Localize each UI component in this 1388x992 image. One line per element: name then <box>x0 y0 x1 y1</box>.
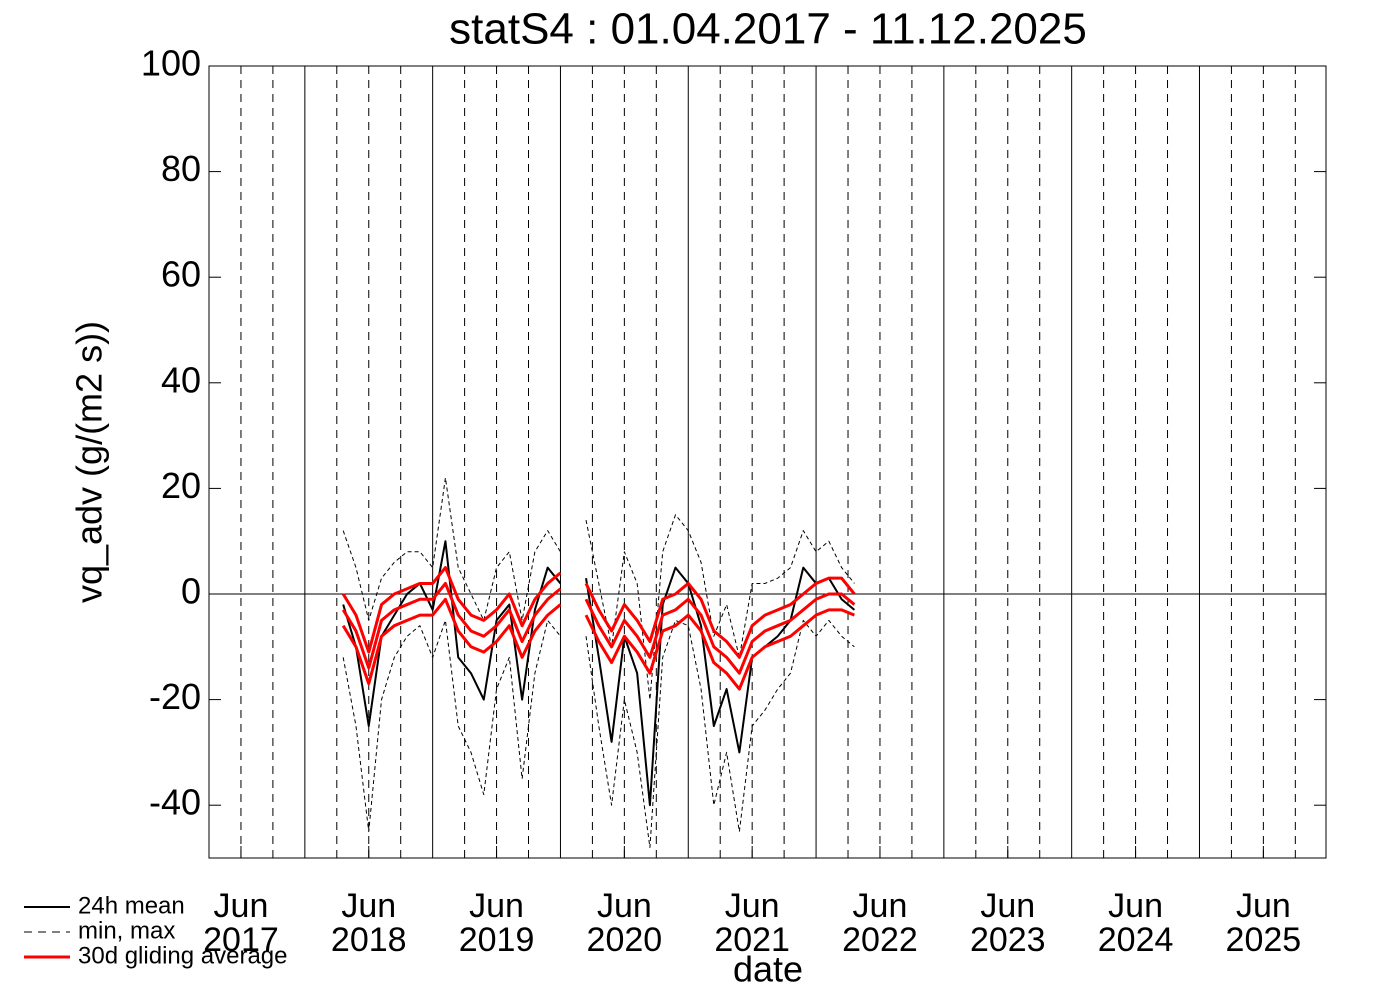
series-line <box>341 597 562 686</box>
series-line <box>584 576 856 659</box>
y-tick-label: 40 <box>161 359 201 400</box>
x-tick-label: 2023 <box>970 921 1046 959</box>
series-line <box>585 619 855 848</box>
legend-label: min, max <box>78 917 175 944</box>
series-line <box>585 566 856 807</box>
x-tick-label: Jun <box>980 887 1035 925</box>
x-tick-label: Jun <box>341 887 396 925</box>
x-tick-label: Jun <box>597 887 652 925</box>
series-line <box>341 566 562 654</box>
x-tick-label: Jun <box>1236 887 1291 925</box>
x-tick-label: Jun <box>725 887 780 925</box>
y-tick-label: -40 <box>149 782 201 823</box>
series-line <box>342 477 561 621</box>
x-tick-label: 2021 <box>714 921 790 959</box>
y-tick-label: 20 <box>161 465 201 506</box>
y-tick-label: 60 <box>161 254 201 295</box>
series-line <box>342 619 561 833</box>
series-line <box>585 514 855 701</box>
x-tick-label: 2022 <box>842 921 918 959</box>
series-line <box>584 608 855 691</box>
x-tick-label: Jun <box>853 887 908 925</box>
plot-frame <box>208 65 1327 859</box>
x-tick-label: 2017 <box>203 921 279 959</box>
legend-label: 24h mean <box>78 892 185 919</box>
x-tick-label: 2020 <box>587 921 663 959</box>
series-line <box>342 540 562 727</box>
y-tick-label: 80 <box>161 148 201 189</box>
x-tick-label: 2025 <box>1226 921 1302 959</box>
x-tick-label: Jun <box>469 887 524 925</box>
x-tick-label: 2024 <box>1098 921 1174 959</box>
chart-title: statS4 : 01.04.2017 - 11.12.2025 <box>449 5 1087 54</box>
series-line <box>584 592 856 675</box>
series-line <box>341 581 562 670</box>
y-tick-label: 0 <box>181 571 201 612</box>
x-axis-label: date <box>733 949 803 990</box>
y-tick-label: 100 <box>141 43 201 84</box>
y-axis-label: vq_adv (g/(m2 s)) <box>69 321 110 603</box>
y-tick-label: -20 <box>149 676 201 717</box>
x-tick-label: 2018 <box>331 921 407 959</box>
x-tick-label: Jun <box>1108 887 1163 925</box>
legend-label: 30d gliding average <box>78 942 288 969</box>
x-tick-label: 2019 <box>459 921 535 959</box>
x-tick-label: Jun <box>214 887 269 925</box>
